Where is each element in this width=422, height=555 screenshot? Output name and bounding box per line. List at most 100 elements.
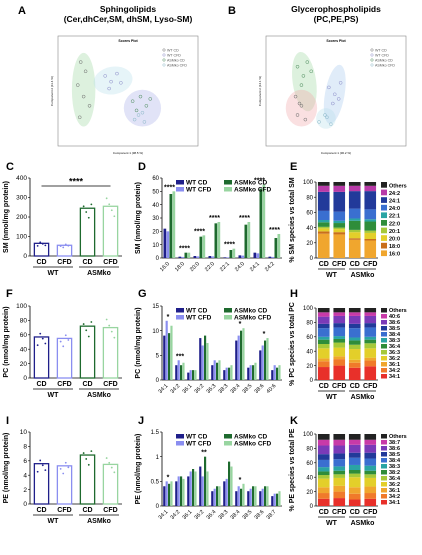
- stack-segment: [364, 470, 377, 475]
- legend-label: WT CFD: [375, 53, 389, 57]
- bar: [232, 248, 236, 258]
- y-tick-label: 200: [16, 214, 27, 221]
- panel-subtitle: (PC,PE,PS): [314, 14, 359, 24]
- stack-segment: [364, 209, 377, 220]
- stack-segment: [333, 220, 346, 224]
- data-point: [138, 94, 143, 99]
- legend-swatch: [381, 362, 387, 367]
- significance-label: *: [167, 474, 170, 481]
- legend-swatch: [224, 180, 232, 185]
- bar: [182, 362, 185, 380]
- bar: [247, 491, 250, 506]
- bar: [79, 454, 96, 505]
- bar: [230, 466, 233, 506]
- y-tick-label: 30: [152, 216, 159, 222]
- legend-label: ASMko CD: [375, 58, 393, 62]
- y-tick-label: 20: [20, 361, 28, 368]
- legend-swatch: [381, 227, 387, 234]
- bar: [199, 236, 203, 258]
- data-point: [64, 243, 67, 246]
- y-tick-label: 0: [156, 256, 160, 262]
- bar: [175, 481, 178, 506]
- stack-segment: [317, 191, 330, 211]
- legend-swatch: [381, 326, 387, 331]
- bar: [268, 256, 272, 258]
- group-label: ASMko: [87, 392, 111, 399]
- stack-segment: [333, 356, 346, 360]
- y-tick-label: 1.5: [151, 430, 160, 436]
- stack-segment: [317, 454, 330, 460]
- bar: [193, 256, 197, 258]
- stack-segment: [317, 467, 330, 472]
- stack-segment: [333, 347, 346, 357]
- data-point: [87, 335, 90, 338]
- legend-label: 38:3: [389, 464, 400, 470]
- data-point: [109, 79, 113, 84]
- data-point: [113, 215, 116, 218]
- stack-segment: [348, 349, 361, 360]
- y-tick-label: 100: [303, 306, 314, 312]
- legend-swatch: [381, 220, 387, 226]
- y-tick-label: 10: [20, 429, 28, 436]
- stack-segment: [317, 487, 330, 494]
- legend-label: WT CFD: [186, 314, 212, 321]
- confidence-ellipse: [123, 89, 162, 127]
- bar: [261, 345, 264, 380]
- stack-segment: [364, 477, 377, 487]
- legend-swatch: [176, 434, 184, 439]
- bar: [56, 337, 73, 379]
- x-tick-label: CFD: [363, 509, 377, 516]
- bar: [218, 360, 221, 380]
- bar: [259, 188, 263, 258]
- significance-label: ****: [69, 177, 84, 187]
- bar: [237, 335, 240, 380]
- data-point: [41, 337, 44, 340]
- legend-label: 34:1: [389, 374, 400, 380]
- x-tick-label: CFD: [57, 507, 71, 514]
- y-tick-label: 0: [310, 378, 314, 384]
- legend-label: 36:1: [389, 488, 400, 494]
- x-tick-label: CD: [82, 507, 92, 514]
- bar: [240, 330, 243, 380]
- bar: [228, 461, 231, 506]
- stack-segment: [348, 340, 361, 345]
- data-point: [78, 60, 83, 64]
- legend-label: ASMko CFD: [234, 186, 272, 193]
- x-tick-label: 24:2: [264, 261, 276, 273]
- stack-segment: [348, 452, 361, 458]
- plot-frame: [265, 35, 407, 147]
- legend-marker: [162, 63, 166, 67]
- legend-label: ASMko CFD: [167, 63, 187, 67]
- bar: [168, 483, 171, 506]
- stack-segment: [317, 475, 330, 479]
- data-point: [36, 344, 39, 347]
- y-tick-label: 40: [152, 203, 159, 209]
- x-tick-label: 36:2: [194, 383, 206, 395]
- bar: [223, 257, 227, 258]
- legend-swatch: [381, 350, 387, 355]
- significance-label: **: [201, 450, 207, 457]
- stack-segment: [317, 222, 330, 227]
- group-label: ASMko: [351, 272, 375, 279]
- data-point: [113, 336, 116, 339]
- group-label: WT: [48, 518, 60, 525]
- legend-label: ASMko CD: [234, 307, 268, 314]
- bar: [165, 320, 168, 380]
- significance-label: ****: [179, 246, 190, 253]
- x-tick-label: 24:0: [234, 261, 246, 273]
- stack-segment: [333, 185, 346, 192]
- bar: [266, 338, 269, 380]
- data-point: [299, 104, 304, 108]
- bar: [102, 205, 119, 257]
- x-tick-label: CD: [350, 509, 360, 516]
- stack-segment: [348, 220, 361, 230]
- data-point: [333, 92, 337, 97]
- bar: [56, 244, 73, 257]
- legend-swatch: [176, 308, 184, 313]
- x-tick-label: CFD: [103, 259, 117, 266]
- significance-label: ****: [164, 184, 175, 191]
- stack-segment: [333, 445, 346, 454]
- stack-segment: [317, 361, 330, 368]
